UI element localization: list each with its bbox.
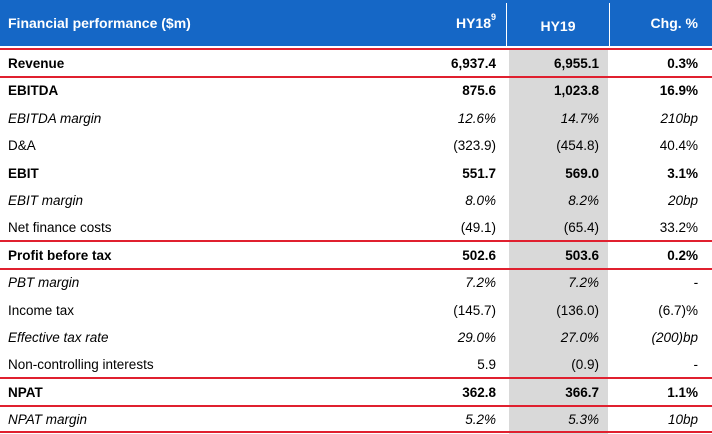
row-chg: 210bp xyxy=(660,110,698,126)
row-hy19: (65.4) xyxy=(563,220,599,236)
separator-line xyxy=(0,240,712,242)
hy19-header-cell xyxy=(506,3,610,46)
row-label: Income tax xyxy=(8,302,75,318)
table-row: Revenue 6,937.4 6,955.1 0.3% xyxy=(0,50,712,77)
row-label: Net finance costs xyxy=(8,220,112,236)
table-row: Effective tax rate 29.0% 27.0% (200)bp xyxy=(0,324,712,351)
row-hy18: 5.2% xyxy=(465,412,496,428)
row-chg: 33.2% xyxy=(659,220,698,236)
row-hy18: (49.1) xyxy=(460,220,496,236)
header-title: Financial performance ($m) xyxy=(8,15,191,31)
table-row: PBT margin 7.2% 7.2% - xyxy=(0,269,712,296)
separator-line xyxy=(0,405,712,407)
row-label: Non-controlling interests xyxy=(8,357,154,373)
row-hy19: (454.8) xyxy=(556,138,599,154)
row-hy19: 6,955.1 xyxy=(553,56,599,71)
separator-line xyxy=(0,268,712,270)
row-chg: (6.7)% xyxy=(658,302,698,318)
header-hy19: HY19 xyxy=(540,18,576,34)
row-hy19: 27.0% xyxy=(560,329,599,345)
row-chg: 10bp xyxy=(667,412,698,428)
row-label: D&A xyxy=(8,138,36,154)
table-row: EBITDA margin 12.6% 14.7% 210bp xyxy=(0,105,712,132)
row-hy19: 5.3% xyxy=(568,412,599,428)
separator-line xyxy=(0,48,712,50)
row-label: Effective tax rate xyxy=(8,329,109,345)
header-hy18: HY189 xyxy=(456,0,496,46)
row-hy19: 366.7 xyxy=(565,384,599,400)
row-label: Revenue xyxy=(8,56,65,71)
row-chg: 1.1% xyxy=(667,384,698,400)
table-row: Net finance costs (49.1) (65.4) 33.2% xyxy=(0,214,712,241)
row-hy19: (0.9) xyxy=(571,357,599,373)
row-label: Profit before tax xyxy=(8,247,112,263)
separator-line xyxy=(0,377,712,379)
table-row: EBIT margin 8.0% 8.2% 20bp xyxy=(0,187,712,214)
table-row: D&A (323.9) (454.8) 40.4% xyxy=(0,132,712,159)
row-chg: 16.9% xyxy=(659,83,698,99)
row-chg: 3.1% xyxy=(667,165,698,181)
row-label: EBIT margin xyxy=(8,192,84,208)
row-hy19: 14.7% xyxy=(560,110,599,126)
table-row: EBITDA 875.6 1,023.8 16.9% xyxy=(0,77,712,104)
table-row: EBIT 551.7 569.0 3.1% xyxy=(0,160,712,187)
row-hy19: 503.6 xyxy=(565,247,599,263)
row-hy18: 6,937.4 xyxy=(450,56,496,71)
table-row: Non-controlling interests 5.9 (0.9) - xyxy=(0,351,712,378)
row-hy19: 1,023.8 xyxy=(553,83,599,99)
row-hy18: 875.6 xyxy=(462,83,496,99)
row-hy19: 569.0 xyxy=(565,165,599,181)
row-hy18: 12.6% xyxy=(457,110,496,126)
row-chg: 0.3% xyxy=(667,56,698,71)
row-hy18: 502.6 xyxy=(462,247,496,263)
row-hy18: 8.0% xyxy=(465,192,496,208)
table-row: NPAT margin 5.2% 5.3% 10bp xyxy=(0,406,712,433)
separator-line xyxy=(0,431,712,433)
table-header: Financial performance ($m) HY189 HY19 Ch… xyxy=(0,0,712,46)
row-hy18: 5.9 xyxy=(477,357,496,373)
row-hy18: 551.7 xyxy=(462,165,496,181)
row-chg: 0.2% xyxy=(667,247,698,263)
row-hy19: 8.2% xyxy=(568,192,599,208)
row-chg: 20bp xyxy=(667,192,698,208)
hy19-column-shading xyxy=(509,50,608,434)
row-chg: - xyxy=(693,275,699,291)
row-hy18: 7.2% xyxy=(465,275,496,291)
header-chg: Chg. % xyxy=(650,15,698,31)
row-label: EBITDA margin xyxy=(8,110,102,126)
table-row: NPAT 362.8 366.7 1.1% xyxy=(0,379,712,406)
row-label: NPAT margin xyxy=(8,412,88,428)
row-label: EBIT xyxy=(8,165,39,181)
row-chg: (200)bp xyxy=(651,329,698,345)
row-hy18: 29.0% xyxy=(457,329,496,345)
table-body: Revenue 6,937.4 6,955.1 0.3% EBITDA 875.… xyxy=(0,50,712,433)
table-row: Income tax (145.7) (136.0) (6.7)% xyxy=(0,297,712,324)
row-chg: - xyxy=(693,357,699,373)
row-hy19: 7.2% xyxy=(568,275,599,291)
row-chg: 40.4% xyxy=(659,138,698,154)
row-label: NPAT xyxy=(8,384,43,400)
separator-line xyxy=(0,76,712,78)
header-hy18-footnote: 9 xyxy=(490,12,496,23)
row-hy19: (136.0) xyxy=(556,302,599,318)
row-hy18: 362.8 xyxy=(462,384,496,400)
table-row: Profit before tax 502.6 503.6 0.2% xyxy=(0,242,712,269)
header-hy18-label: HY18 xyxy=(455,15,491,31)
row-label: EBITDA xyxy=(8,83,59,99)
row-label: PBT margin xyxy=(8,275,80,291)
row-hy18: (145.7) xyxy=(453,302,496,318)
row-hy18: (323.9) xyxy=(453,138,496,154)
